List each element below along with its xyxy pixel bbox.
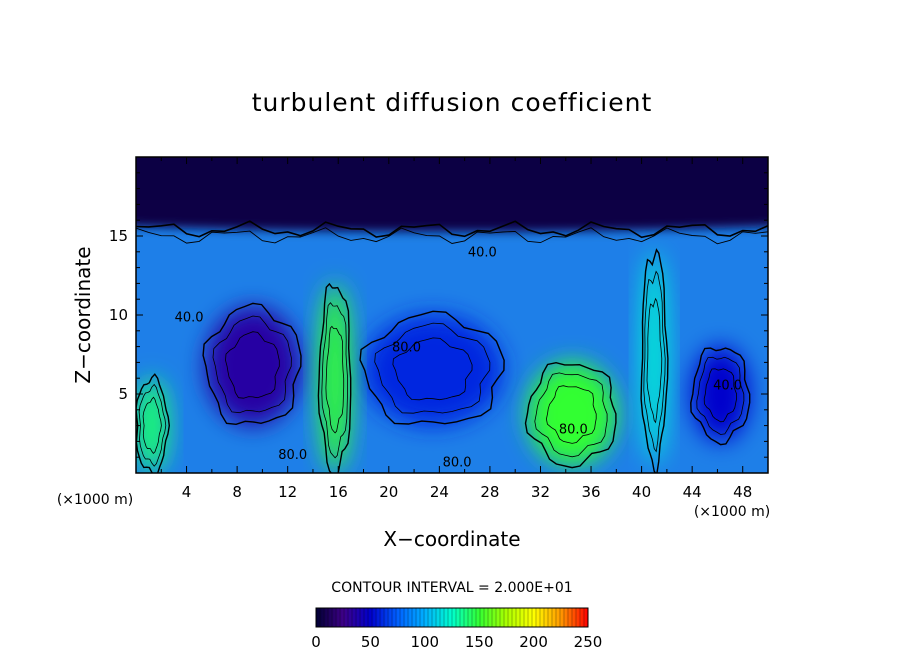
colorbar-tick-label: 50 [361, 633, 380, 651]
colorbar-tick-label: 250 [574, 633, 603, 651]
colorbar-tick-label: 200 [519, 633, 548, 651]
contour-line [138, 383, 167, 467]
y-axis-label: Z−coordinate [71, 246, 95, 383]
contour-line [640, 248, 669, 473]
x-tick-label: 40 [632, 483, 651, 501]
field-region [641, 251, 667, 466]
contour-line [325, 325, 345, 434]
x-tick-label: 4 [182, 483, 192, 501]
contour-label: 80.0 [278, 448, 307, 463]
x-tick-label: 36 [581, 483, 600, 501]
contour-line [545, 385, 597, 444]
x-tick-label: 44 [683, 483, 702, 501]
field-region [692, 346, 750, 442]
x-tick-label: 24 [430, 483, 449, 501]
x-tick-label: 8 [232, 483, 242, 501]
contour-labels: 40.0 80.0 80.0 80.0 80.0 40.0 40.0 [175, 246, 742, 471]
contour-line [202, 302, 302, 426]
colorbar-stripes [315, 608, 585, 627]
field-region [363, 315, 503, 426]
contour-line [696, 356, 745, 435]
x-tick-label: 32 [531, 483, 550, 501]
contour-line [225, 331, 280, 399]
contour-line [212, 315, 292, 414]
x-tick-label: 12 [278, 483, 297, 501]
contour-line [534, 372, 608, 458]
field-region [136, 378, 168, 473]
x-axis-label: X−coordinate [383, 527, 520, 551]
contour-line [142, 396, 162, 455]
contour-line [321, 302, 348, 459]
contour-line [643, 270, 666, 453]
colorbar-tick-label: 150 [465, 633, 494, 651]
contour-line [374, 322, 491, 414]
field-regions [136, 157, 768, 473]
plot-area [136, 157, 768, 473]
contour-label: 80.0 [559, 423, 588, 438]
contour-line [646, 297, 663, 424]
field-region [319, 283, 351, 473]
y-tick-label: 10 [109, 306, 128, 324]
contour-label: 40.0 [175, 310, 204, 325]
contour-line [359, 310, 505, 425]
contour-interval-label: CONTOUR INTERVAL = 2.000E+01 [331, 580, 572, 596]
colorbar-tick-label: 100 [410, 633, 439, 651]
x-tick-label: 48 [733, 483, 752, 501]
x-axis-ticks: 4 8 12 16 20 24 28 32 36 40 44 48 [135, 157, 769, 501]
contour-line [136, 227, 768, 245]
contour-label: 40.0 [713, 378, 742, 393]
chart-title: turbulent diffusion coefficient [252, 88, 653, 117]
contour-line [524, 361, 617, 469]
y-tick-label: 15 [109, 227, 128, 245]
x-tick-label: 28 [480, 483, 499, 501]
y-tick-label: 5 [118, 385, 128, 403]
x-tick-label: 16 [329, 483, 348, 501]
colorbar-tick-label: 0 [311, 633, 321, 651]
colorbar-ticks: 0 50 100 150 200 250 [311, 633, 602, 651]
contour-label: 80.0 [443, 456, 472, 471]
contour-label: 40.0 [468, 246, 497, 261]
contour-line [703, 368, 737, 423]
x-axis-unit: (×1000 m) [694, 504, 770, 520]
x-tick-label: 20 [379, 483, 398, 501]
contour-line [317, 282, 352, 473]
contour-label: 80.0 [392, 340, 421, 355]
contour-line [392, 337, 473, 401]
field-region [205, 307, 301, 426]
field-region [136, 157, 768, 200]
field-region [527, 362, 617, 466]
contour-line [690, 347, 751, 446]
y-axis-unit: (×1000 m) [57, 492, 133, 508]
contour-line [136, 220, 768, 239]
y-axis-ticks: 5 10 15 [109, 156, 768, 474]
